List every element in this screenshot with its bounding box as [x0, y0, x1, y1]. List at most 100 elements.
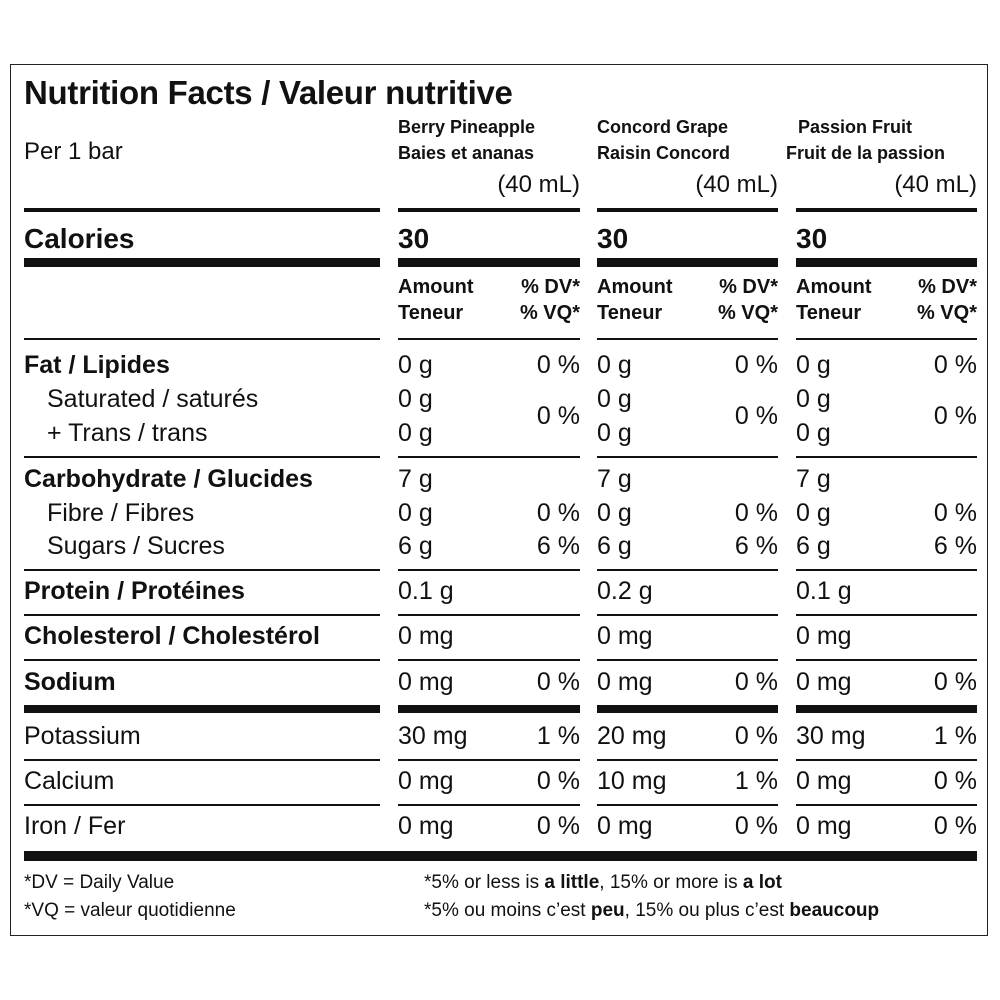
product-name-en: Berry Pineapple — [398, 117, 536, 137]
amount-protein: 0.1 g — [398, 577, 454, 605]
thick-divider — [398, 258, 580, 267]
divider — [597, 659, 778, 661]
text-bold: beaucoup — [789, 900, 880, 921]
divider — [24, 659, 380, 661]
dv-fibre: 0 % — [933, 499, 977, 527]
amount-cholesterol: 0 mg — [597, 622, 653, 650]
amount-header: Amount — [796, 276, 872, 298]
amount-fat: 0 g — [398, 351, 433, 379]
dv-iron: 0 % — [734, 812, 778, 840]
amount-trans: 0 g — [597, 419, 632, 447]
dv-potassium: 0 % — [734, 722, 778, 750]
divider — [796, 804, 977, 806]
text: , 15% ou plus c’est — [624, 900, 790, 921]
dv-header: % DV* — [719, 276, 778, 298]
divider — [796, 614, 977, 616]
dv-fibre: 0 % — [734, 499, 778, 527]
footnote-scale-en: *5% or less is a little, 15% or more is … — [424, 873, 782, 892]
amount-fibre: 0 g — [398, 499, 433, 527]
product-name-en: Concord Grape — [597, 117, 729, 137]
nutrient-label-protein: Protein / Protéines — [24, 577, 245, 605]
dv-sugars: 6 % — [933, 532, 977, 560]
dv-fat: 0 % — [536, 351, 580, 379]
amount-trans: 0 g — [796, 419, 831, 447]
text: *5% or less is — [424, 872, 545, 893]
amount-calcium: 10 mg — [597, 767, 667, 795]
dv-calcium: 0 % — [536, 767, 580, 795]
dv-saturated-trans: 0 % — [933, 402, 977, 430]
vq-header: % VQ* — [519, 302, 580, 324]
nutrient-label-saturated: Saturated / saturés — [47, 385, 259, 413]
nutrient-label-sodium: Sodium — [24, 668, 116, 696]
divider — [24, 804, 380, 806]
divider — [796, 759, 977, 761]
thick-divider — [24, 208, 380, 212]
text-bold: peu — [590, 900, 625, 921]
nutrient-label-cholesterol: Cholesterol / Cholestérol — [24, 622, 320, 650]
calories-value: 30 — [796, 223, 828, 254]
amount-potassium: 20 mg — [597, 722, 667, 750]
thick-divider — [597, 258, 778, 267]
nutrient-label-sugars: Sugars / Sucres — [47, 532, 225, 560]
dv-sodium: 0 % — [933, 668, 977, 696]
divider — [597, 804, 778, 806]
amount-fibre: 0 g — [597, 499, 632, 527]
divider — [597, 456, 778, 458]
amount-saturated: 0 g — [597, 385, 632, 413]
nutrient-label-fibre: Fibre / Fibres — [47, 499, 195, 527]
amount-fat: 0 g — [796, 351, 831, 379]
teneur-header: Teneur — [398, 302, 464, 324]
amount-protein: 0.2 g — [597, 577, 653, 605]
dv-sugars: 6 % — [734, 532, 778, 560]
divider — [398, 456, 580, 458]
amount-cholesterol: 0 mg — [796, 622, 852, 650]
divider — [24, 569, 380, 571]
amount-saturated: 0 g — [796, 385, 831, 413]
text: *5% ou moins c’est — [424, 900, 591, 921]
dv-calcium: 1 % — [734, 767, 778, 795]
dv-sodium: 0 % — [734, 668, 778, 696]
divider — [398, 614, 580, 616]
dv-fibre: 0 % — [536, 499, 580, 527]
divider — [398, 569, 580, 571]
divider — [398, 804, 580, 806]
amount-sodium: 0 mg — [597, 668, 653, 696]
product-name-en: Passion Fruit — [798, 117, 913, 137]
divider — [796, 659, 977, 661]
divider — [24, 338, 380, 340]
amount-calcium: 0 mg — [398, 767, 454, 795]
amount-fibre: 0 g — [796, 499, 831, 527]
amount-saturated: 0 g — [398, 385, 433, 413]
vq-header: % VQ* — [717, 302, 778, 324]
amount-protein: 0.1 g — [796, 577, 852, 605]
calories-value: 30 — [398, 223, 430, 254]
dv-header: % DV* — [521, 276, 580, 298]
amount-cholesterol: 0 mg — [398, 622, 454, 650]
divider — [398, 759, 580, 761]
dv-potassium: 1 % — [933, 722, 977, 750]
text: , 15% or more is — [599, 872, 743, 893]
amount-trans: 0 g — [398, 419, 433, 447]
footnote-dv: *DV = Daily Value — [24, 872, 175, 893]
product-size: (40 mL) — [894, 171, 977, 198]
nutrient-label-calcium: Calcium — [24, 767, 115, 795]
calories-value: 30 — [597, 223, 629, 254]
vq-header: % VQ* — [916, 302, 977, 324]
divider — [597, 614, 778, 616]
dv-sugars: 6 % — [536, 532, 580, 560]
amount-sugars: 6 g — [796, 532, 831, 560]
amount-carbohydrate: 7 g — [796, 465, 831, 493]
nutrient-label-carbohydrate: Carbohydrate / Glucides — [24, 465, 313, 493]
amount-iron: 0 mg — [796, 812, 852, 840]
product-name-fr: Fruit de la passion — [786, 143, 946, 163]
divider — [796, 569, 977, 571]
divider — [398, 338, 580, 340]
dv-fat: 0 % — [734, 351, 778, 379]
dv-iron: 0 % — [536, 812, 580, 840]
product-size: (40 mL) — [497, 171, 580, 198]
amount-carbohydrate: 7 g — [597, 465, 632, 493]
nutrient-label-fat: Fat / Lipides — [24, 351, 170, 379]
thick-divider — [24, 258, 380, 267]
text-bold: a lot — [742, 872, 782, 893]
amount-potassium: 30 mg — [796, 722, 866, 750]
